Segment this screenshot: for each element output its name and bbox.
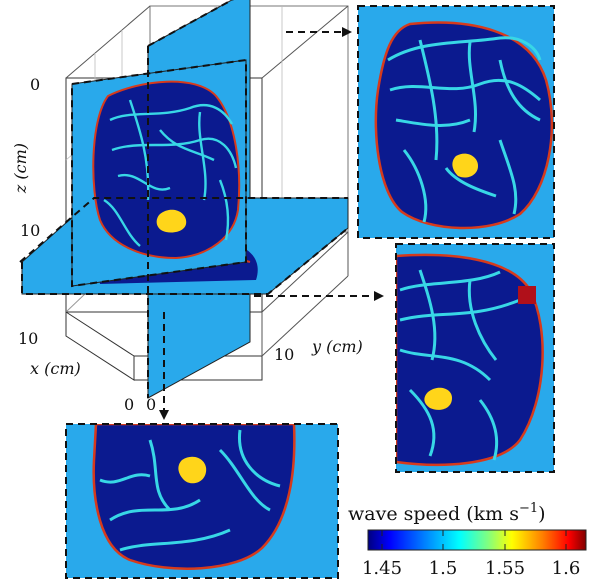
arrowhead-top (342, 27, 352, 37)
slice-guides (19, 0, 349, 398)
x-tick-10: 10 (18, 329, 38, 348)
colorbar-gradient (367, 529, 587, 551)
panel-sagittal-slice (396, 244, 554, 472)
x-tick-0: 0 (124, 395, 134, 414)
arrowheads (159, 27, 384, 420)
red-marker-sagittal (518, 286, 536, 304)
colorbar-tick-marks (381, 530, 567, 550)
callout-arrows (163, 31, 374, 410)
z-axis-label: z (cm) (11, 143, 30, 194)
axis-labels: 0 10 z (cm) 10 x (cm) 0 0 10 y (cm) (11, 75, 363, 414)
arrowhead-bottom (159, 410, 169, 420)
colorbar-tick-3: 1.55 (485, 558, 525, 579)
tumor-sagittal (424, 387, 452, 410)
panel-axial-frame (65, 423, 339, 579)
x-axis-label: x (cm) (30, 359, 81, 378)
z-tick-10: 10 (20, 221, 40, 240)
tumor-axial (178, 456, 207, 484)
y-axis-label: y (cm) (311, 337, 363, 356)
slice-frontal-xz (71, 59, 247, 287)
vessels-sagittal (399, 269, 521, 461)
z-tick-0: 0 (30, 75, 40, 94)
colorbar-tick-4: 1.6 (552, 558, 581, 579)
vessels-axial (99, 429, 281, 552)
tumor-coronal (452, 153, 478, 178)
panel-coronal-slice (358, 6, 554, 238)
vessels-coronal (387, 36, 542, 223)
colorbar-title: wave speed (km s−1) (348, 501, 546, 525)
vessels-frontal (103, 99, 238, 247)
panel-coronal-frame (357, 5, 555, 239)
panel-sagittal-frame (395, 243, 555, 473)
y-tick-0: 0 (146, 395, 156, 414)
tumor-frontal (156, 209, 187, 233)
colorbar-tick-2: 1.5 (429, 558, 458, 579)
colorbar: wave speed (km s−1) 1.45 1.5 1.55 1.6 (348, 501, 587, 579)
colorbar-tick-1: 1.45 (362, 558, 402, 579)
arrowhead-mid (374, 291, 384, 301)
y-tick-10: 10 (274, 345, 294, 364)
panel-axial-slice (66, 424, 338, 578)
